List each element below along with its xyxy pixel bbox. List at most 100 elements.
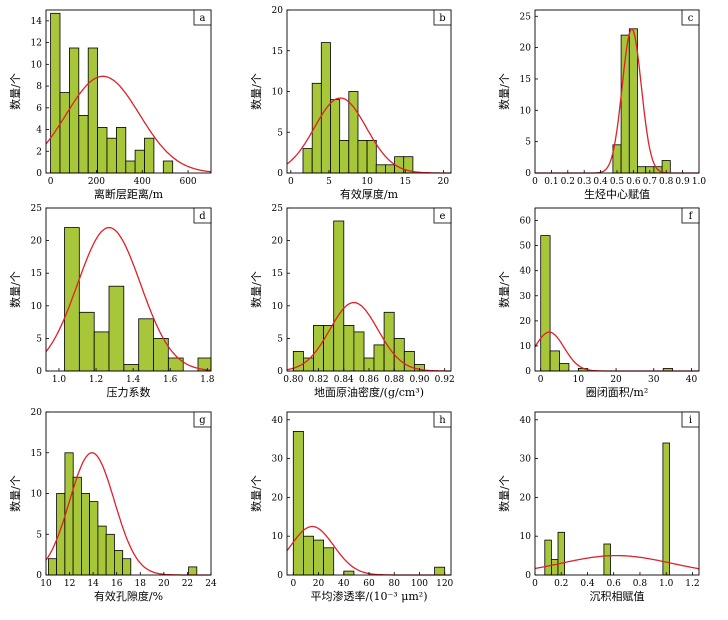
y-tick-label: 10 [272, 302, 284, 312]
x-tick-label: 1.2 [685, 579, 699, 589]
x-tick-label: 0.92 [435, 375, 455, 385]
y-tick-label: 8 [36, 82, 42, 92]
bar [116, 127, 127, 174]
y-tick-label: 30 [272, 455, 284, 465]
y-tick-label: 15 [272, 47, 284, 57]
bar [549, 350, 560, 372]
y-tick-label: 10 [31, 490, 43, 500]
x-tick-label: 40 [686, 375, 698, 385]
x-tick-label: 0.4 [593, 177, 608, 187]
bar [339, 139, 350, 174]
bar [323, 547, 335, 576]
y-tick-label: 0 [525, 571, 531, 581]
x-tick-label: 14 [87, 579, 99, 589]
y-tick-label: 0 [525, 367, 531, 377]
y-tick-label: 5 [277, 128, 283, 138]
bar [343, 570, 355, 576]
panel-label: c [688, 13, 694, 24]
plot-frame [534, 207, 700, 372]
plot-frame [286, 207, 452, 372]
y-axis-label: 数量/个 [9, 271, 22, 308]
y-tick-label: 20 [31, 237, 43, 247]
y-axis-label: 数量/个 [250, 475, 263, 512]
panel-i: 0 0.2 0.4 0.6 0.8 1.0 1.2 0 10 20 30 40 沉积相赋值 数量/个 i [498, 411, 700, 603]
bar [662, 442, 670, 576]
x-tick-label: 5 [326, 177, 332, 187]
bar [144, 137, 155, 174]
bar [603, 543, 611, 576]
y-tick-label: 15 [31, 269, 43, 279]
x-tick-label: 12 [64, 579, 75, 589]
bar [330, 99, 341, 174]
bar [79, 311, 95, 372]
bar [134, 149, 145, 174]
y-tick-label: 0 [36, 169, 42, 179]
bar [69, 47, 80, 174]
y-tick-label: 10 [520, 342, 532, 352]
panel-label: e [440, 211, 446, 222]
panel-label-box [681, 207, 700, 224]
y-tick-label: 2 [36, 147, 42, 157]
x-tick-label: 22 [182, 579, 193, 589]
y-tick-label: 20 [520, 44, 532, 54]
x-tick-label: 400 [134, 177, 151, 187]
x-tick-label: 120 [436, 579, 453, 589]
y-tick-label: 0 [277, 367, 283, 377]
y-axis-label: 数量/个 [498, 475, 511, 512]
x-tick-label: 30 [648, 375, 660, 385]
x-tick-label: 10 [361, 177, 373, 187]
panel-label: d [199, 211, 206, 222]
bar [637, 166, 647, 174]
y-tick-label: 60 [520, 217, 532, 227]
bar [628, 28, 638, 174]
y-tick-label: 0 [277, 169, 283, 179]
panel-a: 0 200 400 600 0 2 4 6 8 10 12 14 离断层距离/m 数量/个 a [9, 9, 212, 201]
x-tick-label: 600 [179, 177, 196, 187]
x-tick-label: 20 [158, 579, 170, 589]
panel-label: g [199, 415, 206, 426]
bar [122, 558, 132, 576]
panel-f: 0 10 20 30 40 0 10 20 30 40 50 60 圈闭面积/m² 数量/个 f [498, 207, 700, 399]
x-tick-label: 100 [411, 579, 428, 589]
panel-c: 0 0.1 0.2 0.3 0.4 0.5 0.6 0.7 0.8 0.9 1.0 0 5 10 15 20 2… [498, 9, 706, 201]
x-axis-label: 圈闭面积/m² [586, 386, 649, 399]
bar [87, 47, 98, 174]
bar [302, 148, 313, 174]
y-tick-label: 20 [272, 493, 284, 503]
bar [559, 363, 570, 372]
y-axis-label: 数量/个 [250, 73, 263, 110]
panel-e: 0.80 0.82 0.84 0.86 0.88 0.90 0.92 0 5 10 15 20 25 地面… [250, 204, 455, 399]
x-tick-label: 0.3 [577, 177, 592, 187]
x-tick-label: 24 [205, 579, 217, 589]
x-tick-label: 1.0 [659, 579, 674, 589]
panel-b: 0 5 10 15 20 0 5 10 15 20 有效厚度/m 数量/个 b [250, 6, 452, 201]
panel-label: b [439, 13, 445, 24]
bar [106, 137, 117, 174]
x-tick-label: 0.1 [544, 177, 558, 187]
y-tick-label: 5 [525, 138, 531, 148]
y-tick-label: 5 [277, 334, 283, 344]
fit-curve [45, 226, 212, 371]
x-tick-label: 200 [88, 177, 105, 187]
bar [551, 559, 559, 576]
panel-label-box [193, 411, 212, 428]
bar [333, 220, 345, 372]
x-axis-label: 有效孔隙度/% [94, 589, 163, 603]
x-axis-label: 离断层距离/m [94, 187, 164, 201]
y-tick-label: 40 [520, 267, 532, 277]
x-tick-label: 0 [288, 177, 294, 187]
x-tick-label: 20 [610, 375, 622, 385]
x-tick-label: 1.4 [126, 375, 141, 385]
x-tick-label: 20 [313, 579, 325, 589]
bar [97, 127, 108, 174]
x-axis-label: 平均渗透率/(10⁻³ μm²) [311, 589, 428, 603]
y-tick-label: 25 [272, 204, 284, 214]
bar [393, 337, 405, 372]
y-tick-label: 5 [36, 530, 42, 540]
x-axis-label: 压力系数 [107, 386, 151, 399]
panel-label-box [193, 9, 212, 26]
x-tick-label: 10 [573, 375, 585, 385]
panel-d: 1.0 1.2 1.4 1.6 1.8 0 5 10 15 20 25 压力系数 数量/个 d [9, 204, 215, 399]
